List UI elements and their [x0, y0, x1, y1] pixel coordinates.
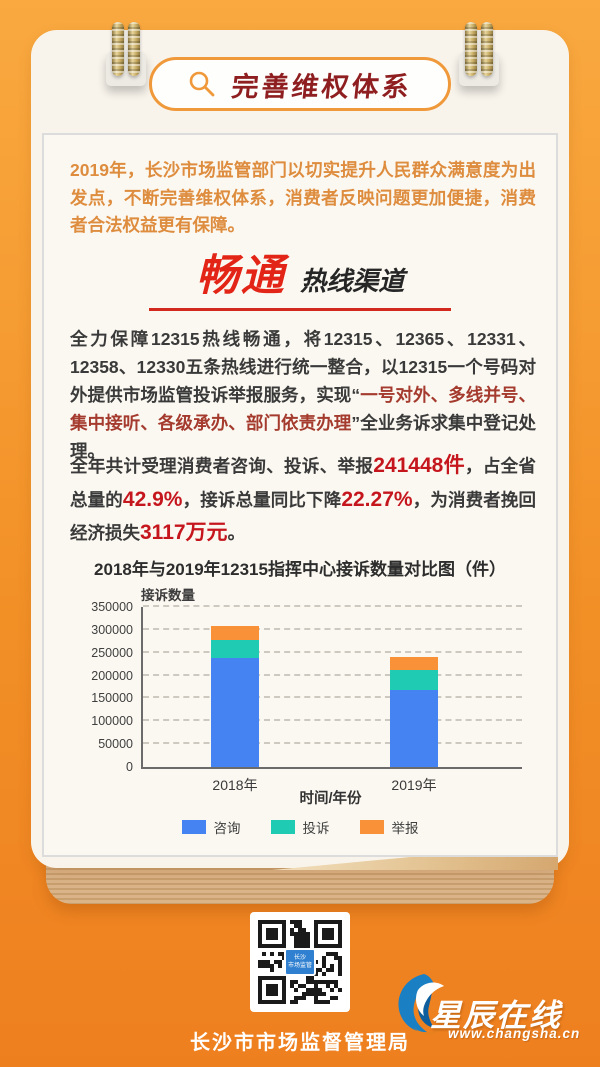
bar-segment-投诉	[390, 670, 438, 690]
section-title: 畅通 热线渠道	[44, 241, 556, 303]
section-title-main: 畅通	[195, 252, 286, 300]
gridline	[143, 627, 522, 630]
site-name: 星辰在线	[430, 998, 562, 1033]
x-axis-tick: 2019年	[391, 777, 437, 793]
text-segment: 42.9%	[122, 487, 183, 511]
header-badge: 完善维权体系	[149, 57, 451, 111]
y-axis-tick: 300000	[91, 622, 133, 637]
legend-label: 举报	[391, 821, 419, 836]
bar-segment-咨询	[390, 689, 438, 767]
site-logo-swirl-icon	[398, 974, 444, 1035]
site-url: www.changsha.cn	[448, 1026, 581, 1041]
intro-paragraph: 2019年，长沙市场监管部门以切实提升人民群众满意度为出发点，不断完善维权体系，…	[70, 160, 536, 236]
qr-code: 长沙 市场监管	[250, 912, 350, 1012]
gridline	[143, 719, 522, 722]
gridline	[143, 742, 522, 745]
qr-center-badge: 长沙 市场监管	[284, 948, 316, 976]
qr-badge-line2: 市场监管	[287, 963, 312, 969]
chart-legend: 咨询 投诉 举报	[44, 817, 556, 837]
x-axis-tick: 2018年	[212, 777, 258, 793]
text-segment: ，为消费者挽回经济损失	[70, 489, 537, 544]
text-segment: ，占全省总量的	[70, 456, 536, 510]
y-axis-tick: 150000	[91, 691, 133, 706]
hotline-paragraph: 全力保障12315热线畅通，将12315、12365、12331、12358、1…	[70, 325, 536, 465]
content-panel: 2019年，长沙市场监管部门以切实提升人民群众满意度为出发点，不断完善维权体系，…	[42, 133, 558, 857]
y-axis-tick: 0	[126, 760, 133, 774]
legend-swatch	[359, 820, 384, 834]
stats-paragraph: 全年共计受理消费者咨询、投诉、举报241448件，占全省总量的42.9%，接诉总…	[70, 449, 536, 550]
text-segment: ”全业务诉求集中登记处理。	[70, 413, 537, 461]
gridline	[143, 696, 522, 699]
legend-swatch	[270, 820, 295, 834]
site-logo: 星辰在线 www.changsha.cn	[386, 960, 596, 1064]
binder-ring-icon	[481, 22, 493, 76]
section-title-sub: 热线渠道	[300, 266, 405, 296]
organization-name: 长沙市市场监督管理局	[190, 1032, 410, 1054]
legend-label: 咨询	[213, 821, 241, 836]
text-segment: 22.27%	[341, 487, 413, 511]
y-axis-tick: 200000	[91, 668, 133, 683]
y-axis-tick: 100000	[91, 714, 133, 729]
text-segment: 3117万元	[140, 521, 228, 545]
legend-item: 举报	[359, 817, 419, 837]
bar-segment-投诉	[211, 640, 259, 659]
bar-chart-plot: 0 50000 100000 150000 200000 250000 300000 3500…	[91, 600, 522, 793]
legend-swatch	[181, 820, 206, 834]
qr-badge-line1: 长沙	[293, 954, 306, 961]
text-segment: 全力保障12315热线畅通，将12315、12365、12331、12358、1…	[70, 329, 536, 405]
binder-ring-icon	[465, 22, 477, 76]
y-axis-tick: 50000	[98, 737, 133, 752]
gridline	[143, 605, 522, 607]
legend-item: 咨询	[181, 817, 241, 837]
title-underline	[149, 308, 451, 311]
binder-ring-icon	[128, 22, 140, 76]
legend-item: 投诉	[270, 817, 330, 837]
text-segment: ，接诉总量同比下降	[182, 489, 342, 510]
chart-title: 2018年与2019年12315指挥中心接诉数量对比图（件）	[94, 560, 506, 579]
chart-y-axis-label: 接诉数量	[141, 588, 195, 603]
text-segment: 全年共计受理消费者咨询、投诉、举报	[70, 456, 374, 476]
y-axis-tick: 250000	[91, 645, 133, 660]
header-badge-label: 完善维权体系	[230, 71, 414, 102]
binder-ring-icon	[112, 22, 124, 76]
search-icon	[188, 70, 216, 98]
text-segment: 一号对外、多线并号、集中接听、各级承办、部门依责办理	[70, 385, 537, 433]
bar-segment-咨询	[211, 658, 259, 767]
gridline	[143, 673, 522, 676]
y-axis-tick: 350000	[91, 600, 133, 614]
text-segment: 241448件	[373, 454, 465, 477]
gridline	[143, 650, 522, 653]
legend-label: 投诉	[302, 821, 330, 836]
bar-segment-举报	[211, 625, 259, 641]
text-segment: 。	[227, 523, 246, 544]
chart-x-axis-label: 时间/年份	[299, 791, 362, 807]
bar-segment-举报	[390, 656, 438, 671]
